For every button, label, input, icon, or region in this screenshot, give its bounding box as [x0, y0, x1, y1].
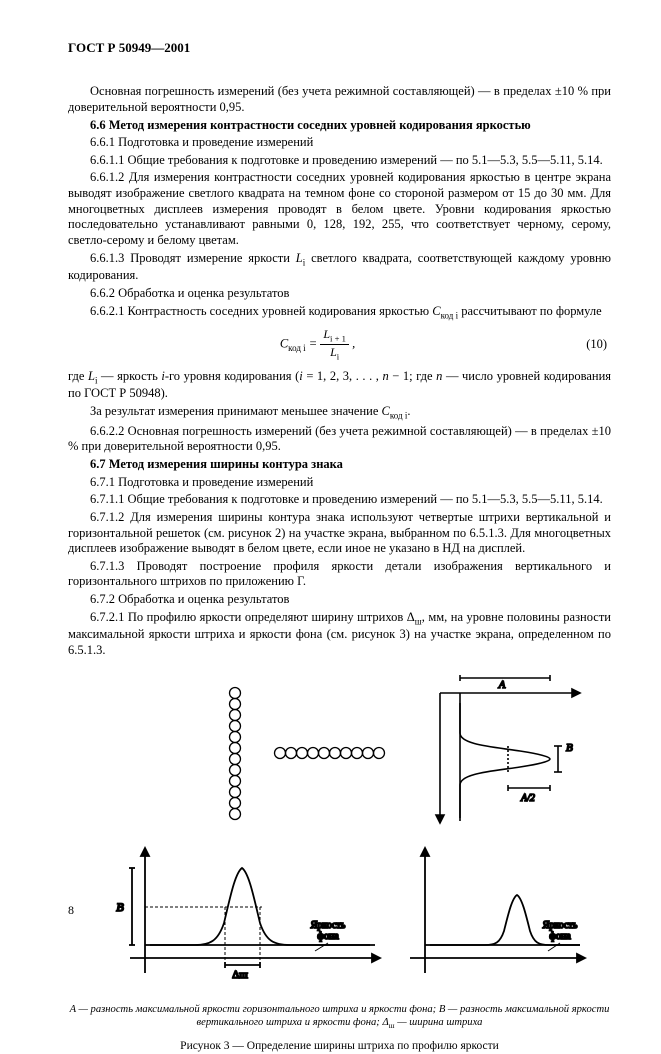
para-6-7-1-2: 6.7.1.2 Для измерения ширины контура зна… — [68, 510, 611, 557]
label-B-small: B — [566, 742, 573, 754]
para-6-6-1-1: 6.6.1.1 Общие требования к подготовке и … — [68, 153, 611, 169]
t: 6.7.2.1 По профилю яркости определяют ши… — [90, 610, 415, 624]
cap2: — ширина штриха — [395, 1017, 483, 1028]
figure-label: Рисунок 3 — Определение ширины штриха по… — [68, 1039, 611, 1053]
label-A: A — [497, 679, 505, 691]
para-6-7-1-3: 6.7.1.3 Проводят построение профиля ярко… — [68, 559, 611, 590]
label-delta: Δш — [232, 969, 248, 981]
txt-67: 6.7 Метод измерения ширины контура знака — [90, 457, 343, 471]
t: За результат измерения принимают меньшее… — [90, 404, 382, 418]
sym-L: L — [296, 251, 303, 265]
label-bg2b: фона — [549, 931, 571, 942]
para-6-6-1-3: 6.6.1.3 Проводят измерение яркости Li св… — [68, 251, 611, 284]
figure-3-svg: A A/2 B — [90, 673, 590, 993]
para-6-7-2: 6.7.2 Обработка и оценка результатов — [68, 592, 611, 608]
para-6-6-1-2: 6.6.1.2 Для измерения контрастности сосе… — [68, 170, 611, 248]
figure-3: A A/2 B — [68, 673, 611, 1054]
t: . — [407, 404, 410, 418]
label-A2: A/2 — [520, 793, 535, 804]
doc-header: ГОСТ Р 50949—2001 — [68, 40, 611, 56]
para-where: где Li — яркость i-го уровня кодирования… — [68, 369, 611, 402]
para-6-7-1-1: 6.7.1.1 Общие требования к подготовке и … — [68, 492, 611, 508]
para-6-6-title: 6.6 Метод измерения контрастности соседн… — [68, 118, 611, 134]
para-6-7-2-1: 6.7.2.1 По профилю яркости определяют ши… — [68, 610, 611, 659]
para-6-6-2-1: 6.6.2.1 Контрастность соседних уровней к… — [68, 304, 611, 322]
sym-L2: L — [88, 369, 95, 383]
t: рассчитывают по формуле — [458, 304, 602, 318]
figure-caption: A — разность максимальной яркости горизо… — [68, 1003, 611, 1031]
label-bg1: Яркость — [310, 920, 345, 931]
para-result: За результат измерения принимают меньшее… — [68, 404, 611, 422]
equation-number: (10) — [567, 337, 611, 353]
formula-10: Cкод i = Li + 1 Li , (10) — [68, 327, 611, 362]
t: = 1, 2, 3, . . . , — [303, 369, 383, 383]
label-B: B — [116, 900, 124, 914]
eq-lhs: C — [280, 337, 288, 351]
t: -го уровня кодирования ( — [165, 369, 299, 383]
den-sub: i — [337, 352, 339, 362]
para-6-7-1: 6.7.1 Подготовка и проведение измерений — [68, 475, 611, 491]
t: 6.6.1.3 Проводят измерение яркости — [90, 251, 296, 265]
sym-Ckod2: код i — [390, 411, 408, 421]
num-sub: i + 1 — [330, 334, 346, 344]
den-L: L — [330, 345, 337, 359]
t: — яркость — [97, 369, 161, 383]
t: где — [68, 369, 88, 383]
cap1: A — разность максимальной яркости горизо… — [70, 1004, 610, 1028]
label-bg2: Яркость — [542, 920, 577, 931]
para-6-7-title: 6.7 Метод измерения ширины контура знака — [68, 457, 611, 473]
para-6-6-2-2: 6.6.2.2 Основная погрешность измерений (… — [68, 424, 611, 455]
sym-C: C — [432, 304, 440, 318]
para-6-6-1: 6.6.1 Подготовка и проведение измерений — [68, 135, 611, 151]
sym-sh: ш — [415, 616, 422, 626]
sym-Ckod: код i — [441, 310, 459, 320]
label-bg1b: фона — [317, 931, 339, 942]
txt-66: 6.6 Метод измерения контрастности соседн… — [90, 118, 531, 132]
eq-lhs-sub: код i — [288, 343, 306, 353]
t: − 1; где — [389, 369, 436, 383]
para-6-6-2: 6.6.2 Обработка и оценка результатов — [68, 286, 611, 302]
para-6-5-err: Основная погрешность измерений (без учет… — [68, 84, 611, 115]
page-number: 8 — [68, 903, 74, 918]
sym-C2: C — [382, 404, 390, 418]
t: 6.6.2.1 Контрастность соседних уровней к… — [90, 304, 432, 318]
